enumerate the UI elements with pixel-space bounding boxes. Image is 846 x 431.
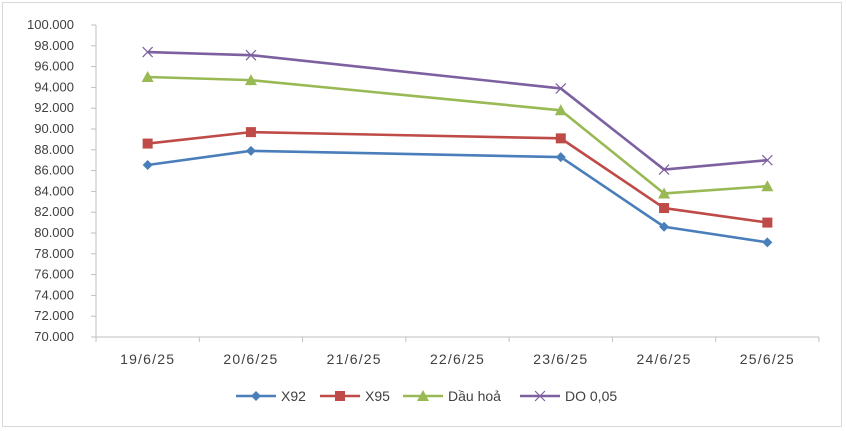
legend-label-0: X92	[281, 388, 306, 404]
data-point-1	[659, 203, 670, 214]
x-tick-label: 23/6/25	[533, 351, 588, 367]
x-tick-label: 19/6/25	[120, 351, 175, 367]
x-tick-label: 21/6/25	[327, 351, 382, 367]
x-tick-label: 25/6/25	[740, 351, 795, 367]
data-point-2	[244, 74, 257, 86]
data-point-2	[761, 180, 774, 192]
data-point-3	[761, 154, 773, 166]
legend-label-3: DO 0,05	[565, 388, 617, 404]
legend-marker-1	[335, 391, 345, 401]
x-tick-label: 20/6/25	[223, 351, 278, 367]
data-point-2	[658, 187, 671, 199]
data-point-3	[658, 164, 670, 175]
data-point-0	[555, 152, 566, 163]
data-point-0	[245, 145, 256, 156]
data-point-3	[555, 83, 567, 94]
legend-marker-0	[251, 391, 261, 401]
data-point-3	[245, 49, 257, 61]
legend-marker-2	[417, 390, 429, 401]
y-tick-label: 76.000	[34, 267, 74, 282]
data-point-3	[142, 46, 154, 58]
y-tick-label: 82.000	[34, 204, 74, 219]
y-tick-label: 78.000	[34, 246, 74, 261]
x-tick-label: 24/6/25	[637, 351, 692, 367]
data-point-1	[142, 138, 153, 149]
data-point-1	[762, 217, 773, 228]
y-tick-label: 90.000	[34, 121, 74, 136]
y-tick-label: 98.000	[34, 38, 74, 53]
y-tick-label: 84.000	[34, 183, 74, 198]
series-line-1	[147, 130, 768, 224]
legend-label-2: Dầu hoả	[448, 388, 501, 404]
data-point-0	[659, 221, 670, 232]
y-tick-label: 70.000	[34, 329, 74, 344]
y-tick-label: 88.000	[34, 142, 74, 157]
data-point-1	[245, 127, 256, 138]
series-line-0	[147, 149, 768, 244]
y-tick-label: 86.000	[34, 163, 74, 178]
chart-frame	[2, 2, 842, 427]
legend-marker-3	[534, 390, 546, 402]
x-tick-label: 22/6/25	[430, 351, 485, 367]
y-tick-label: 72.000	[34, 308, 74, 323]
y-tick-label: 96.000	[34, 59, 74, 74]
y-tick-label: 80.000	[34, 225, 74, 240]
data-point-2	[554, 104, 567, 116]
y-tick-label: 100.000	[27, 17, 74, 32]
data-point-2	[141, 71, 154, 82]
data-point-0	[762, 237, 773, 248]
data-point-0	[142, 159, 153, 170]
y-tick-label: 94.000	[34, 79, 74, 94]
y-tick-label: 92.000	[34, 100, 74, 115]
data-point-1	[555, 133, 566, 144]
legend-label-1: X95	[365, 388, 390, 404]
y-tick-label: 74.000	[34, 287, 74, 302]
